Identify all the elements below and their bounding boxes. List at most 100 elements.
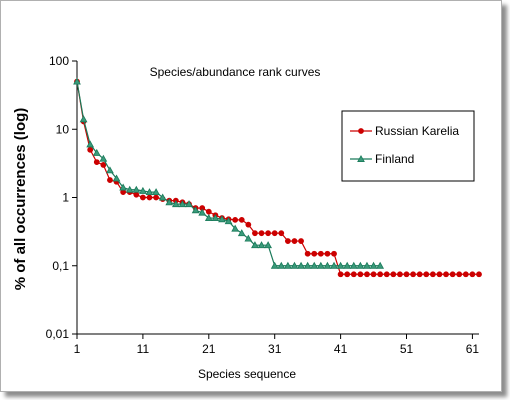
data-point-finland xyxy=(224,217,233,225)
data-point-russian-karelia xyxy=(291,238,298,244)
series-russian-karelia xyxy=(74,78,482,278)
data-point-finland xyxy=(376,261,385,269)
legend-marker-point-russian-karelia xyxy=(358,128,364,134)
data-point-finland xyxy=(119,183,128,191)
data-point-finland xyxy=(106,166,114,174)
series-finland xyxy=(73,77,385,269)
data-point-finland xyxy=(316,261,325,269)
data-point-russian-karelia xyxy=(350,271,357,278)
x-tick-label: 31 xyxy=(268,342,282,356)
chart-frame: 100 10 1 0,1 0,01 1 11 21 31 41 51 61 Species/abund… xyxy=(0,0,502,392)
data-point-finland xyxy=(125,185,134,193)
data-point-finland xyxy=(139,186,147,194)
data-point-finland xyxy=(257,241,266,249)
data-point-russian-karelia xyxy=(462,271,469,278)
x-axis-label: Species sequence xyxy=(198,367,296,381)
y-tick-label: 10 xyxy=(56,122,70,136)
data-point-russian-karelia xyxy=(133,191,140,198)
data-point-russian-karelia xyxy=(403,271,410,278)
data-point-finland xyxy=(112,174,121,182)
data-point-russian-karelia xyxy=(324,250,331,257)
data-point-finland xyxy=(132,185,141,193)
data-point-finland xyxy=(277,261,286,269)
data-point-russian-karelia xyxy=(107,177,113,183)
data-point-russian-karelia xyxy=(449,271,456,278)
x-tick-label: 51 xyxy=(400,342,414,356)
data-point-russian-karelia xyxy=(443,271,449,278)
data-point-russian-karelia xyxy=(298,238,304,244)
data-point-finland xyxy=(198,208,207,216)
data-point-finland xyxy=(330,261,338,269)
data-point-russian-karelia xyxy=(278,230,285,237)
data-point-russian-karelia xyxy=(331,250,337,257)
legend-label-russian-karelia: Russian Karelia xyxy=(375,124,459,138)
data-point-russian-karelia xyxy=(238,216,245,223)
data-point-russian-karelia xyxy=(252,230,258,237)
data-point-finland xyxy=(204,214,213,222)
data-point-finland xyxy=(73,77,81,85)
data-point-russian-karelia xyxy=(258,230,265,237)
data-point-finland xyxy=(211,214,220,222)
data-point-russian-karelia xyxy=(140,194,146,201)
data-point-finland xyxy=(178,200,187,208)
data-point-finland xyxy=(145,188,154,196)
data-point-russian-karelia xyxy=(146,194,153,201)
data-point-russian-karelia xyxy=(153,194,159,201)
data-point-russian-karelia xyxy=(304,250,311,257)
data-point-finland xyxy=(185,200,193,208)
x-tick-label: 41 xyxy=(334,342,348,356)
data-point-finland xyxy=(264,241,272,249)
data-point-russian-karelia xyxy=(423,271,430,278)
x-tick-label: 21 xyxy=(202,342,216,356)
data-point-finland xyxy=(99,154,108,162)
data-point-finland xyxy=(323,261,332,269)
data-point-finland xyxy=(297,261,305,269)
data-point-finland xyxy=(343,261,352,269)
data-point-russian-karelia xyxy=(377,271,384,278)
data-point-russian-karelia xyxy=(205,208,212,215)
y-tick-label: 0,1 xyxy=(52,259,69,273)
data-point-russian-karelia xyxy=(397,271,403,278)
chart-title: Species/abundance rank curves xyxy=(150,65,321,79)
data-point-finland xyxy=(79,115,88,123)
data-point-russian-karelia xyxy=(416,271,423,278)
y-axis-label: % of all occurrences (log) xyxy=(12,108,29,291)
data-point-russian-karelia xyxy=(337,271,344,278)
data-point-russian-karelia xyxy=(456,271,463,278)
x-tick-label: 11 xyxy=(137,342,150,356)
legend-box xyxy=(341,110,475,182)
data-point-russian-karelia xyxy=(232,216,239,223)
data-point-finland xyxy=(284,261,292,269)
data-point-finland xyxy=(270,261,279,269)
data-point-russian-karelia xyxy=(265,230,272,237)
data-point-finland xyxy=(191,206,200,214)
data-point-russian-karelia xyxy=(87,146,94,153)
data-point-russian-karelia xyxy=(469,271,476,278)
data-point-russian-karelia xyxy=(410,271,416,278)
data-point-finland xyxy=(244,234,253,242)
data-point-finland xyxy=(171,200,180,208)
data-point-finland xyxy=(152,188,160,196)
legend-label-finland: Finland xyxy=(375,152,414,166)
data-point-russian-karelia xyxy=(344,271,351,278)
y-tick-label: 0,01 xyxy=(46,327,70,341)
data-point-finland xyxy=(86,140,95,148)
data-point-russian-karelia xyxy=(271,230,278,237)
data-point-russian-karelia xyxy=(429,271,436,278)
data-point-russian-karelia xyxy=(383,271,390,278)
data-point-finland xyxy=(251,241,259,249)
data-point-finland xyxy=(237,229,246,237)
data-point-russian-karelia xyxy=(284,238,291,244)
data-point-finland xyxy=(303,261,312,269)
y-tick-label: 100 xyxy=(49,54,69,68)
data-point-russian-karelia xyxy=(436,271,443,278)
data-point-russian-karelia xyxy=(364,271,370,278)
x-tick-label: 1 xyxy=(74,342,81,356)
data-point-finland xyxy=(290,261,299,269)
series-line-finland xyxy=(76,81,381,267)
legend-marker-russian-karelia xyxy=(358,128,364,134)
data-point-finland xyxy=(231,224,240,232)
series-layer xyxy=(73,77,482,278)
data-point-russian-karelia xyxy=(311,250,318,257)
